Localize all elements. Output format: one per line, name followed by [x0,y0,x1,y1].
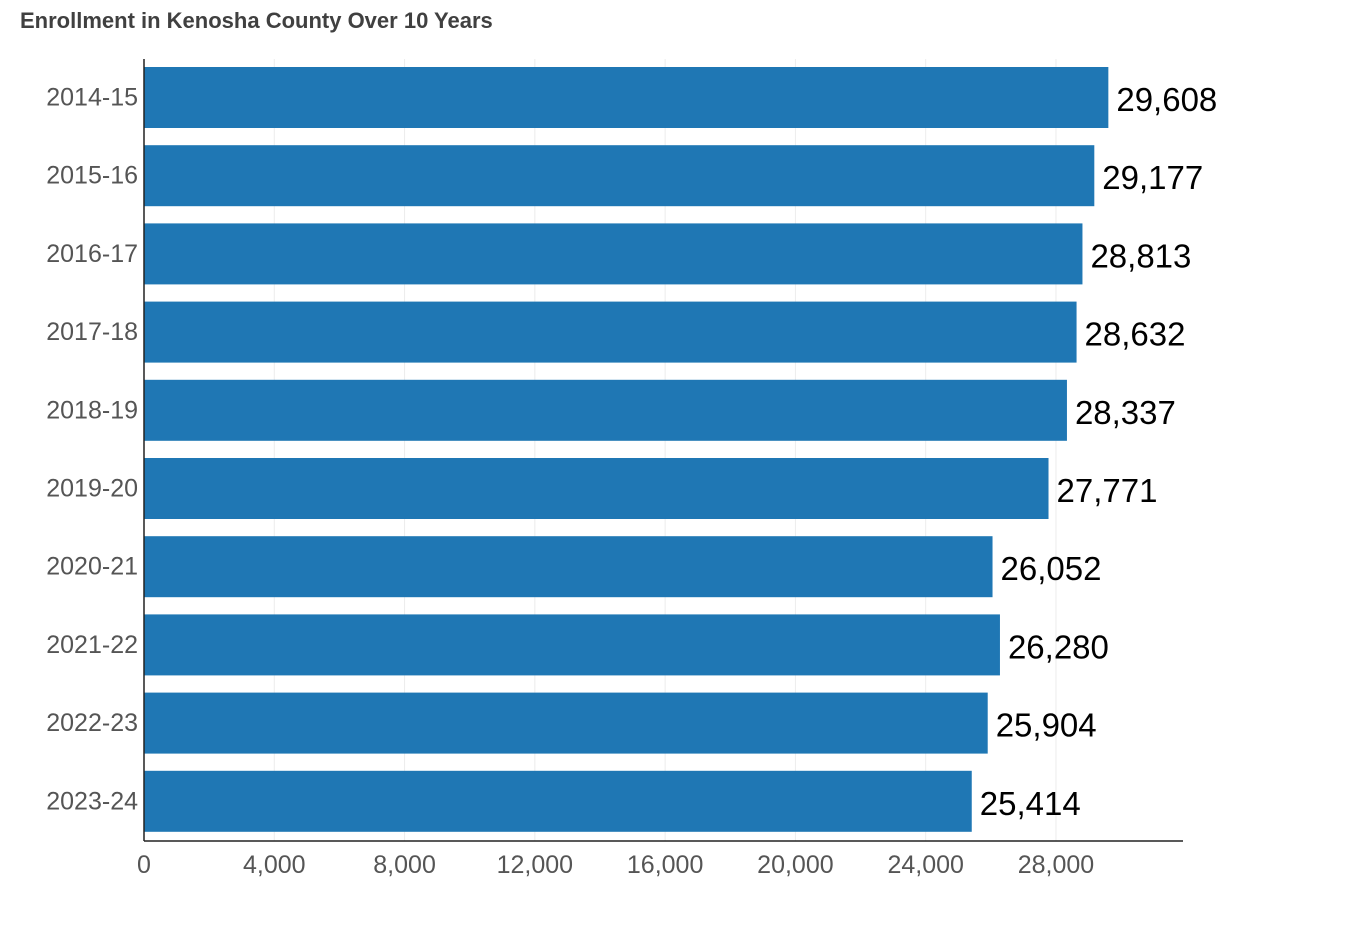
data-label: 25,904 [996,707,1097,744]
category-label: 2018-19 [46,396,138,424]
category-label: 2021-22 [46,631,138,659]
x-tick-label: 8,000 [373,851,436,879]
labels: 0 4,000 8,000 12,000 16,000 20,000 24,000 28,00… [46,81,1217,879]
bar [144,301,1077,363]
category-label: 2014-15 [46,84,138,112]
category-label: 2017-18 [46,318,138,346]
x-tick-label: 28,000 [1018,851,1094,879]
category-label: 2023-24 [46,787,138,815]
x-tick-label: 12,000 [497,851,573,879]
x-tick-label: 24,000 [887,851,963,879]
data-label: 29,608 [1116,81,1217,118]
data-label: 28,813 [1090,237,1191,274]
category-label: 2019-20 [46,475,138,503]
bar [144,692,988,754]
data-label: 25,414 [980,785,1081,822]
category-label: 2022-23 [46,709,138,737]
x-tick-label: 0 [137,851,151,879]
data-label: 26,280 [1008,628,1109,665]
bar [144,145,1095,207]
x-tick-label: 16,000 [627,851,703,879]
bar [144,379,1067,441]
category-label: 2015-16 [46,162,138,190]
data-label: 26,052 [1001,550,1102,587]
data-label: 29,177 [1102,159,1203,196]
data-label: 28,632 [1085,316,1186,353]
data-label: 28,337 [1075,394,1176,431]
bar [144,458,1049,519]
bar [144,614,1000,676]
bar [144,223,1083,285]
data-label: 27,771 [1057,472,1158,509]
axes [143,59,1183,842]
bar [144,770,972,832]
bar [144,536,993,598]
category-label: 2020-21 [46,553,138,581]
x-tick-label: 4,000 [243,851,306,879]
category-label: 2016-17 [46,240,138,268]
bars [144,67,1109,832]
chart-title: Enrollment in Kenosha County Over 10 Yea… [20,8,493,33]
bar [144,67,1109,128]
x-tick-label: 20,000 [757,851,833,879]
